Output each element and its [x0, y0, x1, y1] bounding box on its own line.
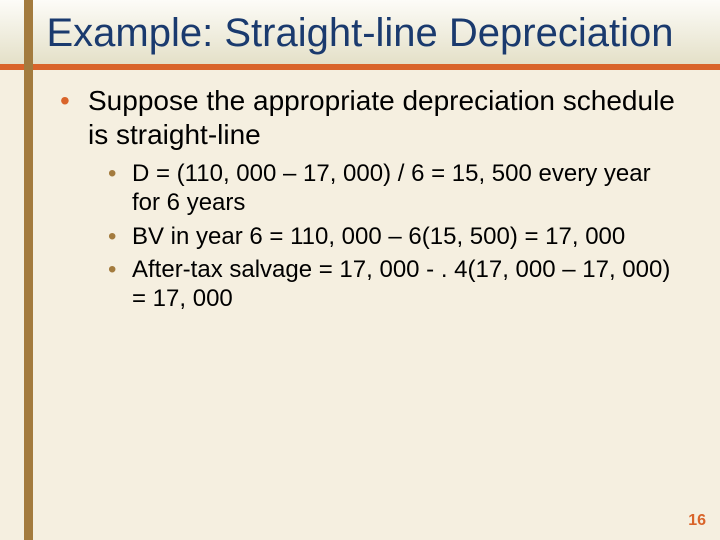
bullet-list-lvl1: Suppose the appropriate depreciation sch…: [60, 84, 680, 314]
list-item-text: BV in year 6 = 110, 000 – 6(15, 500) = 1…: [132, 223, 625, 250]
slide-title: Example: Straight-line Depreciation: [40, 10, 680, 56]
left-accent-bar: [24, 0, 33, 540]
list-item-text: D = (110, 000 – 17, 000) / 6 = 15, 500 e…: [132, 160, 651, 216]
list-item: D = (110, 000 – 17, 000) / 6 = 15, 500 e…: [108, 159, 680, 218]
list-item-text: After-tax salvage = 17, 000 - . 4(17, 00…: [132, 256, 670, 312]
slide: Example: Straight-line Depreciation Supp…: [0, 0, 720, 540]
list-item: Suppose the appropriate depreciation sch…: [60, 84, 680, 314]
list-item-text: Suppose the appropriate depreciation sch…: [88, 85, 675, 150]
list-item: BV in year 6 = 110, 000 – 6(15, 500) = 1…: [108, 222, 680, 251]
page-number: 16: [688, 512, 706, 530]
title-region: Example: Straight-line Depreciation: [0, 0, 720, 64]
body-region: Suppose the appropriate depreciation sch…: [0, 70, 720, 314]
bullet-list-lvl2: D = (110, 000 – 17, 000) / 6 = 15, 500 e…: [108, 159, 680, 313]
list-item: After-tax salvage = 17, 000 - . 4(17, 00…: [108, 255, 680, 314]
